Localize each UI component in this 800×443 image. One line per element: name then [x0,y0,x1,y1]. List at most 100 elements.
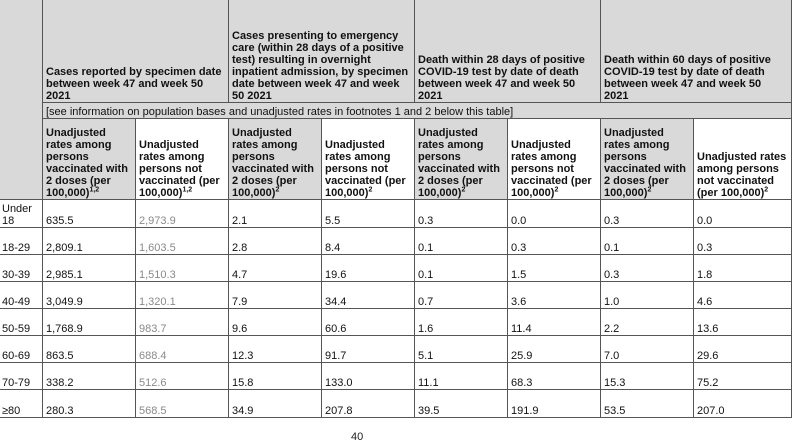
value-cell: 75.2 [693,362,792,390]
value-cell: 207.0 [693,389,792,418]
subheader-not-vaccinated: Unadjusted rates among persons not vacci… [507,118,601,200]
value-cell: 280.3 [42,389,136,418]
value-cell: 25.9 [507,335,601,363]
table-row: 70-79 338.2 512.6 15.8 133.0 11.1 68.3 15.3 75.2 [0,362,792,390]
value-cell: 1.6 [414,308,508,336]
value-cell: 2,809.1 [42,227,136,255]
value-cell: 1.0 [600,281,694,309]
value-cell: 53.5 [600,389,694,418]
value-cell: 13.6 [693,308,792,336]
age-group-cell: ≥80 [0,389,43,418]
value-cell: 0.1 [414,227,508,255]
age-group-cell: 30-39 [0,254,43,282]
subheader-text: Unadjusted rates among persons not vacci… [697,151,787,199]
subheader-vaccinated: Unadjusted rates among persons vaccinate… [600,118,694,200]
age-group-cell: 40-49 [0,281,43,309]
value-cell: 512.6 [135,362,229,390]
group-header-admissions: Cases presenting to emergency care (with… [228,0,415,103]
age-group-cell: Under 18 [0,199,43,228]
footnote-row: [see information on population bases and… [0,102,792,119]
value-cell: 0.1 [600,227,694,255]
age-group-cell: 18-29 [0,227,43,255]
value-cell: 0.3 [600,254,694,282]
value-cell: 15.8 [228,362,322,390]
value-cell: 3.6 [507,281,601,309]
value-cell: 5.5 [321,199,415,228]
footnote-note: [see information on population bases and… [42,102,792,119]
table-row: Under 18 635.5 2,973.9 2.1 5.5 0.3 0.0 0.3 0.0 [0,199,792,228]
value-cell: 11.1 [414,362,508,390]
value-cell: 2,973.9 [135,199,229,228]
value-cell: 11.4 [507,308,601,336]
value-cell: 7.0 [600,335,694,363]
value-cell: 34.4 [321,281,415,309]
group-header-row: Cases reported by specimen date between … [0,0,792,200]
age-group-cell: 50-59 [0,308,43,336]
value-cell: 133.0 [321,362,415,390]
value-cell: 1,603.5 [135,227,229,255]
value-cell: 9.6 [228,308,322,336]
value-cell: 68.3 [507,362,601,390]
value-cell: 4.6 [693,281,792,309]
value-cell: 2.1 [228,199,322,228]
value-cell: 2.8 [228,227,322,255]
footnote-superscript: 2 [647,186,652,194]
value-cell: 29.6 [693,335,792,363]
value-cell: 3,049.9 [42,281,136,309]
table-row: 30-39 2,985.1 1,510.3 4.7 19.6 0.1 1.5 0.3 1.8 [0,254,792,282]
subheader-text: Unadjusted rates among persons not vacci… [511,139,592,199]
value-cell: 635.5 [42,199,136,228]
group-header-death-60: Death within 60 days of positive COVID-1… [600,0,792,103]
value-cell: 338.2 [42,362,136,390]
footnote-superscript: 2 [275,186,280,194]
value-cell: 8.4 [321,227,415,255]
footnote-superscript: 2 [368,186,373,194]
footnote-superscript: 2 [554,186,559,194]
value-cell: 7.9 [228,281,322,309]
footnote-superscript: 2 [461,186,466,194]
subheader-vaccinated: Unadjusted rates among persons vaccinate… [228,118,322,200]
age-group-cell: 70-79 [0,362,43,390]
value-cell: 863.5 [42,335,136,363]
value-cell: 12.3 [228,335,322,363]
group-header-death-28: Death within 28 days of positive COVID-1… [414,0,601,103]
value-cell: 4.7 [228,254,322,282]
value-cell: 60.6 [321,308,415,336]
value-cell: 2,985.1 [42,254,136,282]
value-cell: 0.0 [693,199,792,228]
subheader-vaccinated: Unadjusted rates among persons vaccinate… [42,118,136,200]
value-cell: 39.5 [414,389,508,418]
value-cell: 15.3 [600,362,694,390]
value-cell: 1.5 [507,254,601,282]
value-cell: 2.2 [600,308,694,336]
subheader-text: Unadjusted rates among persons vaccinate… [418,127,500,199]
table-row: 50-59 1,768.9 983.7 9.6 60.6 1.6 11.4 2.2 13.6 [0,308,792,336]
value-cell: 0.0 [507,199,601,228]
subheader-text: Unadjusted rates among persons not vacci… [325,139,406,199]
rates-table: Cases reported by specimen date between … [0,0,792,418]
subheader-not-vaccinated: Unadjusted rates among persons not vacci… [321,118,415,200]
group-header-cases: Cases reported by specimen date between … [42,0,229,103]
value-cell: 1,320.1 [135,281,229,309]
value-cell: 207.8 [321,389,415,418]
subheader-text: Unadjusted rates among persons not vacci… [139,139,220,199]
value-cell: 91.7 [321,335,415,363]
subheader-text: Unadjusted rates among persons vaccinate… [232,127,314,199]
subheader-not-vaccinated: Unadjusted rates among persons not vacci… [693,118,792,200]
value-cell: 0.3 [507,227,601,255]
table-row: 18-29 2,809.1 1,603.5 2.8 8.4 0.1 0.3 0.1 0.3 [0,227,792,255]
subheader-not-vaccinated: Unadjusted rates among persons not vacci… [135,118,229,200]
subheader-row: Unadjusted rates among persons vaccinate… [0,118,792,200]
value-cell: 5.1 [414,335,508,363]
table-row: ≥80 280.3 568.5 34.9 207.8 39.5 191.9 53.5 207.0 [0,389,792,418]
value-cell: 0.7 [414,281,508,309]
subheader-vaccinated: Unadjusted rates among persons vaccinate… [414,118,508,200]
value-cell: 0.1 [414,254,508,282]
value-cell: 983.7 [135,308,229,336]
subheader-text: Unadjusted rates among persons vaccinate… [604,127,686,199]
table-row: 40-49 3,049.9 1,320.1 7.9 34.4 0.7 3.6 1.0 4.6 [0,281,792,309]
value-cell: 34.9 [228,389,322,418]
value-cell: 568.5 [135,389,229,418]
value-cell: 1,768.9 [42,308,136,336]
value-cell: 1,510.3 [135,254,229,282]
